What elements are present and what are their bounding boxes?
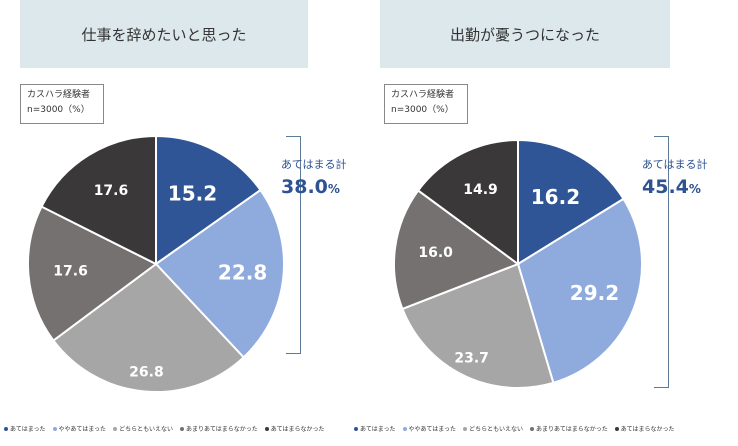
legend-label: あてはまった [10,426,46,433]
slice-value-label: 15.2 [168,182,217,206]
total-unit: % [688,182,701,196]
legend-label: あてはまらなかった [620,426,675,433]
pie-slice [155,134,262,266]
chart-panel-resign: 仕事を辞めたいと思った カスハラ経験者 n=3000（%） 15.2 22.8 26… [0,0,360,446]
sample-size: n=3000（%） [391,105,454,115]
slice-value-label: 23.7 [454,351,489,367]
slice-value-label: 29.2 [570,281,619,305]
slice-value-label: 17.6 [53,264,88,280]
legend-swatch [52,426,57,431]
total-value: 38.0% [281,176,340,198]
legend-item: あまりあてはまらなかった [529,424,608,433]
sample-label: カスハラ経験者 [391,90,455,100]
legend-swatch [614,426,619,431]
total-label: あてはまる計 [642,158,708,171]
chart-title: 出勤が憂うつになった [380,0,670,68]
legend-label: どちらともいえない [119,426,173,433]
legend-item: あてはまった [4,424,46,433]
legend-item: あまりあてはまらなかった [179,424,258,433]
legend-item: あてはまった [354,424,396,433]
sample-info-box: カスハラ経験者 n=3000（%） [384,84,468,124]
sample-size: n=3000（%） [27,105,90,115]
total-unit: % [327,182,340,196]
slice-value-label: 26.8 [129,364,164,380]
legend-label: ややあてはまった [408,426,457,433]
legend-label: あてはまらなかった [270,426,325,433]
pie-slice [40,134,157,266]
legend-swatch [113,426,118,431]
legend-item: ややあてはまった [402,424,457,433]
legend-item: どちらともいえない [463,424,523,433]
pie-chart: 16.2 29.2 23.7 16.0 14.9 [393,138,643,389]
total-bracket [654,136,669,388]
legend-label: ややあてはまった [58,426,107,433]
legend: あてはまった ややあてはまった どちらともいえない あまりあてはまらなかった あてはまら… [354,424,674,433]
total-value: 45.4% [642,176,701,198]
legend-label: あまりあてはまらなかった [535,426,608,433]
legend-swatch [529,426,534,431]
legend-label: あてはまった [360,426,396,433]
total-number: 45.4 [642,176,689,198]
slice-value-label: 16.0 [418,245,453,261]
slice-value-label: 22.8 [218,261,267,285]
sample-info-box: カスハラ経験者 n=3000（%） [20,84,104,124]
slice-value-label: 17.6 [94,183,129,199]
slice-value-label: 14.9 [463,182,498,198]
legend-swatch [463,426,468,431]
pie-slice [517,138,625,266]
legend-swatch [264,426,269,431]
pie-slice [393,189,521,311]
legend: あてはまった ややあてはまった どちらともいえない あまりあてはまらなかった あてはまら… [4,424,324,433]
legend-label: あまりあてはまらなかった [185,426,258,433]
legend-swatch [179,426,184,431]
chart-title: 仕事を辞めたいと思った [20,0,308,68]
pie-slice [51,262,246,393]
legend-label: どちらともいえない [469,426,523,433]
legend-item: どちらともいえない [113,424,173,433]
total-number: 38.0 [281,176,328,198]
legend-item: あてはまらなかった [614,424,675,433]
legend-swatch [354,426,358,431]
sample-label: カスハラ経験者 [27,90,91,100]
pie-slice [154,188,285,359]
pie-slice [516,197,643,385]
total-label: あてはまる計 [281,158,347,171]
slice-value-label: 16.2 [531,185,580,209]
total-bracket [286,136,301,354]
pie-chart: 15.2 22.8 26.8 17.6 17.6 [27,134,285,393]
legend-item: ややあてはまった [52,424,107,433]
legend-item: あてはまらなかった [264,424,325,433]
chart-panel-commute: 出勤が憂うつになった カスハラ経験者 n=3000（%） 16.2 29.2 23.… [354,0,726,446]
legend-swatch [402,426,407,431]
pie-slice [27,205,158,342]
legend-swatch [4,426,8,431]
pie-slice [416,138,519,266]
